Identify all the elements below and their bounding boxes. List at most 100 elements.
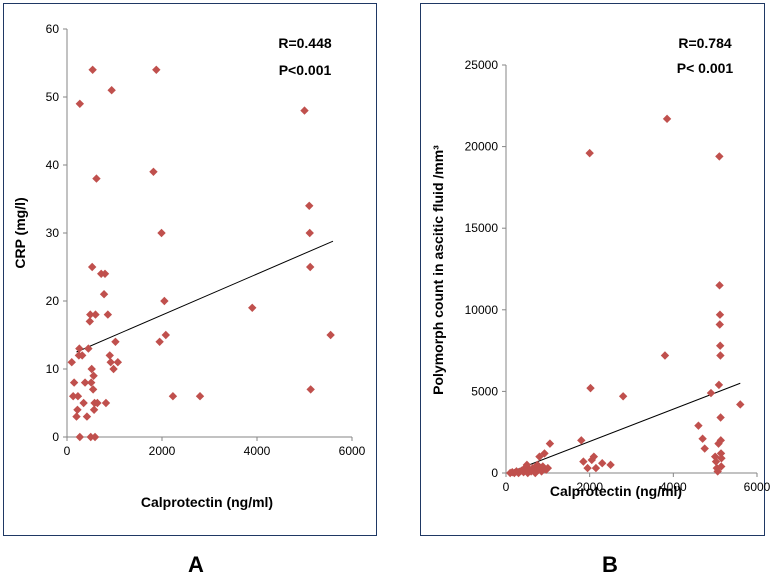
trendline-b [507, 382, 741, 474]
data-point [591, 463, 601, 473]
data-point [716, 449, 726, 458]
data-point [73, 405, 82, 414]
y-tick-label: 30 [46, 226, 60, 240]
data-point [618, 392, 628, 401]
data-point [714, 439, 723, 448]
data-point [711, 457, 721, 466]
data-point [82, 412, 92, 421]
data-point [698, 434, 707, 443]
data-point [92, 174, 101, 183]
data-point [111, 337, 120, 346]
data-point [149, 167, 158, 176]
data-point [73, 392, 83, 401]
data-point [84, 344, 93, 353]
x-tick-label: 4000 [660, 480, 687, 494]
r-value-label: R=0.784 [678, 35, 732, 51]
data-point [717, 454, 726, 463]
data-point [69, 378, 79, 387]
data-point [715, 341, 725, 350]
x-axis-label-b: Calprotectin (ng/ml) [550, 483, 682, 499]
data-point [87, 262, 97, 272]
data-point [106, 358, 115, 367]
y-tick-label: 40 [46, 158, 60, 172]
data-point [105, 351, 114, 360]
data-point [305, 228, 314, 238]
data-point [75, 432, 85, 442]
data-point [101, 398, 111, 408]
data-point [736, 400, 745, 409]
y-tick-label: 15000 [465, 221, 499, 235]
data-point [93, 398, 102, 408]
data-point [520, 463, 530, 473]
x-tick-label: 2000 [149, 444, 176, 458]
data-point [89, 371, 98, 380]
y-tick-label: 20000 [465, 140, 499, 154]
y-tick-label: 5000 [471, 384, 498, 398]
data-point [160, 296, 169, 306]
panel-a-label: A [188, 552, 204, 577]
data-point [75, 344, 84, 353]
data-point [543, 463, 553, 473]
data-point [716, 413, 725, 422]
data-point [579, 457, 588, 466]
y-tick-label: 0 [491, 466, 498, 480]
data-point [195, 392, 205, 401]
data-point [305, 201, 314, 210]
data-point [87, 364, 96, 374]
x-tick-label: 2000 [576, 480, 603, 494]
data-point [714, 380, 724, 390]
y-axis-label-a: CRP (mg/l) [12, 197, 28, 268]
data-point [88, 385, 98, 394]
data-point [519, 467, 528, 477]
data-point [248, 303, 257, 312]
data-point [68, 392, 78, 401]
data-point [700, 444, 709, 453]
data-point [90, 432, 100, 442]
data-point [72, 412, 81, 421]
x-tick-label: 6000 [744, 480, 770, 494]
data-point [155, 337, 164, 346]
data-point [306, 262, 315, 272]
data-point [598, 459, 607, 468]
y-tick-label: 10 [46, 362, 60, 376]
data-point [715, 320, 724, 329]
data-point [716, 351, 725, 360]
x-tick-label: 4000 [244, 444, 271, 458]
data-point [109, 364, 118, 374]
data-point [85, 317, 94, 326]
data-point [715, 281, 724, 290]
data-point [103, 310, 113, 319]
data-point [107, 86, 116, 95]
y-tick-label: 20 [46, 294, 60, 308]
data-point [86, 310, 95, 319]
data-point [715, 310, 725, 319]
data-point [168, 392, 178, 401]
data-point [67, 358, 76, 367]
data-point [577, 436, 586, 445]
data-point [100, 269, 110, 278]
data-point [589, 452, 599, 461]
data-point [716, 436, 726, 445]
data-point [80, 378, 90, 387]
data-point [717, 462, 726, 471]
data-point [157, 228, 166, 238]
x-tick-label: 0 [503, 480, 510, 494]
y-tick-label: 0 [52, 430, 59, 444]
x-axis-label-a: Calprotectin (ng/ml) [141, 494, 273, 510]
data-point [526, 467, 536, 476]
data-point [161, 330, 170, 340]
y-tick-label: 10000 [465, 303, 499, 317]
data-point [706, 388, 716, 398]
trendline-a [76, 240, 334, 353]
data-point [606, 460, 615, 470]
data-point [545, 439, 555, 448]
y-tick-label: 50 [46, 90, 60, 104]
data-point [78, 351, 87, 360]
data-point [300, 106, 309, 115]
y-tick-label: 25000 [465, 58, 499, 72]
data-point [152, 65, 161, 74]
data-point [306, 385, 315, 394]
data-point [99, 290, 109, 299]
data-point [540, 449, 549, 458]
